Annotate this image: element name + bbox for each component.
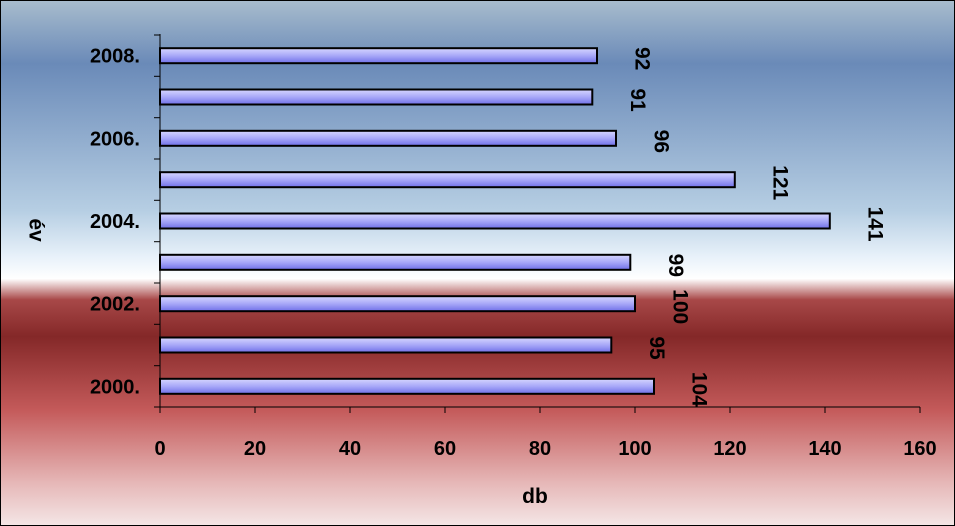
- data-label: 104: [688, 372, 711, 407]
- x-tick-label: 120: [713, 438, 746, 460]
- x-tick-label: 80: [529, 438, 551, 460]
- bar: [159, 47, 598, 65]
- bar: [159, 295, 636, 313]
- data-label: 141: [863, 206, 886, 241]
- bar: [159, 253, 632, 271]
- x-axis-title: db: [522, 485, 548, 508]
- labels-layer: 10495100991411219691922000.2002.2004.200…: [90, 46, 937, 460]
- y-tick-label: 2002.: [90, 294, 140, 316]
- bar: [159, 88, 594, 106]
- bar: [159, 212, 831, 230]
- x-tick-label: 0: [154, 438, 165, 460]
- y-tick-label: 2004.: [90, 211, 140, 233]
- x-tick-label: 20: [244, 438, 266, 460]
- y-tick-label: 2006.: [90, 128, 140, 150]
- bars-layer: [159, 47, 831, 395]
- x-tick-label: 100: [618, 438, 651, 460]
- x-tick-label: 140: [808, 438, 841, 460]
- data-label: 99: [664, 254, 687, 277]
- bar: [159, 336, 613, 354]
- x-tick-label: 160: [903, 438, 936, 460]
- y-tick-label: 2008.: [90, 46, 140, 68]
- y-tick-label: 2000.: [90, 376, 140, 398]
- data-label: 96: [650, 130, 673, 153]
- bar: [159, 377, 655, 395]
- bar: [159, 171, 736, 189]
- y-axis-title: év: [25, 218, 48, 242]
- x-tick-label: 60: [434, 438, 456, 460]
- data-label: 121: [768, 165, 791, 200]
- axes-layer: [154, 34, 921, 413]
- data-label: 91: [626, 88, 649, 112]
- data-label: 92: [631, 47, 654, 70]
- data-label: 95: [645, 336, 668, 360]
- bar: [159, 129, 617, 147]
- x-tick-label: 40: [339, 438, 361, 460]
- data-label: 100: [669, 289, 692, 324]
